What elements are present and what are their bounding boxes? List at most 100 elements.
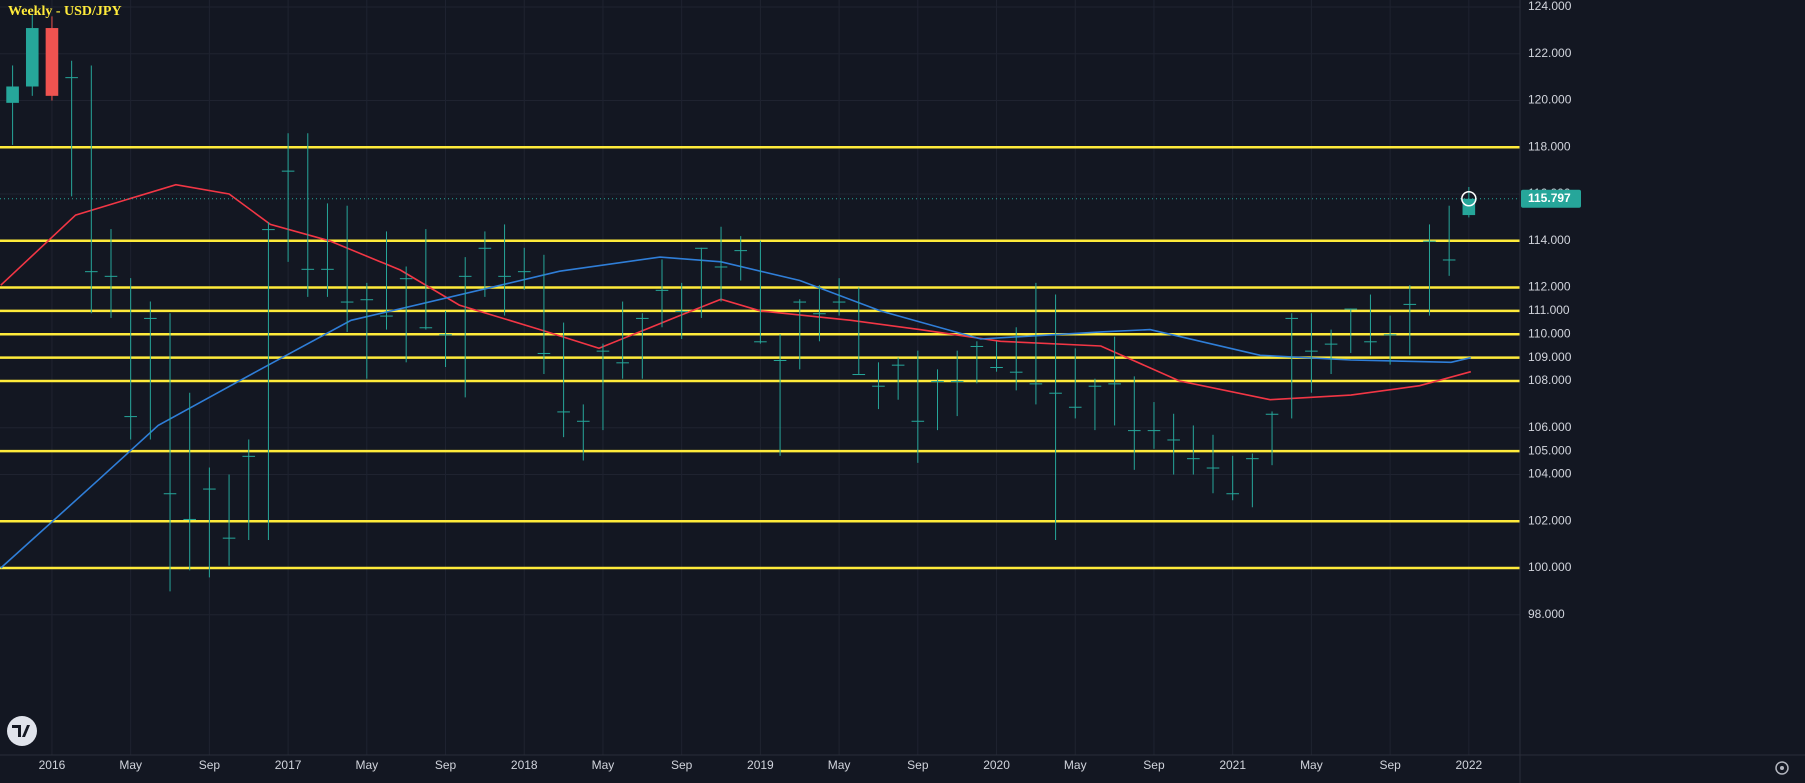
y-tick-label: 102.000 — [1528, 513, 1572, 527]
levels — [0, 146, 1520, 570]
x-tick-label: May — [119, 758, 142, 772]
axes: 124.000122.000120.000118.000116.000114.0… — [0, 0, 1581, 772]
x-tick-label: 2018 — [511, 758, 538, 772]
candle-body — [1305, 350, 1318, 352]
candle-body — [793, 301, 807, 303]
y-tick-label: 104.000 — [1528, 467, 1572, 481]
candle-body — [695, 247, 708, 249]
candle-body — [222, 537, 236, 539]
candle-body — [45, 28, 59, 96]
last-price-marker — [1461, 191, 1477, 207]
x-tick-label: May — [1300, 758, 1323, 772]
candle-body — [1364, 341, 1377, 343]
candle-body — [832, 301, 846, 303]
last-price-label: 115.797 — [1528, 191, 1571, 205]
candle-body — [85, 271, 98, 273]
x-tick-label: 2022 — [1455, 758, 1482, 772]
candle-body — [1226, 493, 1239, 495]
candle-body — [990, 367, 1003, 369]
candle-body — [911, 420, 925, 422]
candle-body — [852, 374, 866, 376]
x-tick-label: Sep — [1379, 758, 1401, 772]
candle-body — [596, 350, 610, 352]
chart-title: Weekly - USD/JPY — [8, 4, 122, 19]
x-tick-label: May — [1064, 758, 1087, 772]
y-tick-label: 98.000 — [1528, 607, 1565, 621]
logo — [7, 716, 37, 746]
candle-body — [1108, 383, 1121, 385]
candle-body — [1423, 240, 1436, 242]
candle-body — [517, 271, 531, 273]
candle-body — [891, 364, 905, 366]
candle-body — [970, 345, 984, 347]
candle-body — [675, 310, 688, 312]
candle-body — [950, 381, 964, 383]
candle-body — [262, 229, 275, 231]
candle-body — [1068, 406, 1082, 408]
settings-icon[interactable] — [1775, 761, 1789, 775]
candle-body — [439, 334, 452, 336]
moving-average — [0, 183, 1472, 401]
candle-body — [25, 28, 39, 87]
x-tick-label: May — [828, 758, 851, 772]
last-price-box — [1521, 189, 1581, 208]
candle-body — [1187, 458, 1200, 460]
y-tick-label: 108.000 — [1528, 373, 1572, 387]
y-tick-label: 114.000 — [1528, 233, 1571, 247]
candle-body — [301, 268, 315, 270]
candles — [6, 14, 1476, 592]
candle-body — [872, 385, 885, 387]
candle-body — [183, 518, 197, 520]
candle-body — [242, 455, 256, 457]
candle-body — [1088, 385, 1102, 387]
candle-body — [636, 317, 649, 319]
candle-body — [6, 86, 19, 103]
candle-body — [1206, 467, 1220, 469]
candle-body — [734, 250, 748, 252]
candle-body — [104, 275, 118, 277]
candle-body — [1285, 317, 1299, 319]
candle-body — [1344, 308, 1358, 310]
candle-body — [203, 488, 216, 490]
candle-body — [1246, 458, 1259, 460]
x-tick-label: 2021 — [1219, 758, 1246, 772]
candle-body — [1049, 392, 1062, 394]
candle-body — [1127, 430, 1141, 432]
x-tick-label: Sep — [435, 758, 457, 772]
y-tick-label: 122.000 — [1528, 46, 1572, 60]
candle-body — [1265, 413, 1279, 415]
x-tick-label: 2020 — [983, 758, 1010, 772]
x-tick-label: Sep — [199, 758, 221, 772]
candle-body — [931, 381, 944, 383]
candle-body — [773, 359, 787, 361]
y-tick-label: 105.000 — [1528, 443, 1572, 457]
candle-body — [399, 278, 413, 280]
candle-body — [714, 266, 728, 268]
y-tick-label: 110.000 — [1528, 326, 1571, 340]
candle-body — [478, 247, 492, 249]
x-tick-label: 2019 — [747, 758, 774, 772]
candle-body — [1029, 383, 1043, 385]
y-tick-label: 106.000 — [1528, 420, 1572, 434]
candle-body — [537, 352, 551, 354]
candle-body — [163, 493, 177, 495]
y-tick-label: 109.000 — [1528, 350, 1572, 364]
candle-body — [281, 170, 295, 172]
candle-body — [321, 268, 334, 270]
candle-body — [1009, 371, 1023, 373]
x-tick-label: May — [592, 758, 615, 772]
candle-body — [1383, 334, 1397, 336]
candle-body — [813, 313, 826, 315]
candle-body — [655, 289, 669, 291]
x-tick-label: Sep — [671, 758, 693, 772]
y-tick-label: 112.000 — [1528, 280, 1571, 294]
x-tick-label: 2017 — [275, 758, 302, 772]
candle-body — [1324, 343, 1338, 345]
candle-body — [557, 411, 570, 413]
candle-body — [458, 275, 472, 277]
candle-body — [144, 317, 157, 319]
candle-body — [576, 420, 590, 422]
candle-body — [498, 275, 511, 277]
x-tick-label: 2016 — [39, 758, 66, 772]
